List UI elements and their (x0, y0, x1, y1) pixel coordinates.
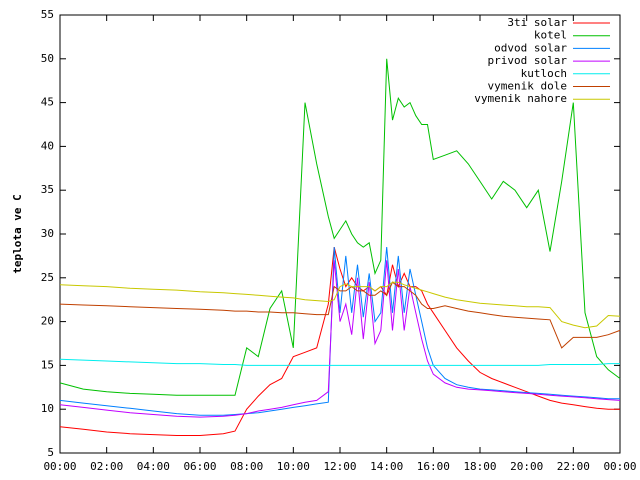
y-tick-label: 5 (47, 446, 54, 459)
y-tick-label: 25 (41, 271, 54, 284)
x-tick-label: 18:00 (463, 460, 496, 473)
legend-label: odvod solar (494, 41, 567, 54)
y-tick-label: 15 (41, 358, 54, 371)
y-tick-label: 55 (41, 8, 54, 21)
legend-label: vymenik nahore (474, 92, 567, 105)
legend-label: 3ti solar (507, 16, 567, 29)
x-tick-label: 22:00 (557, 460, 590, 473)
x-tick-label: 02:00 (90, 460, 123, 473)
x-tick-label: 10:00 (277, 460, 310, 473)
y-tick-label: 10 (41, 402, 54, 415)
series-line (59, 247, 620, 416)
y-tick-label: 35 (41, 183, 54, 196)
series-line (59, 260, 621, 418)
x-tick-label: 08:00 (230, 460, 263, 473)
series-line (59, 281, 621, 329)
series-line (59, 58, 621, 396)
y-tick-label: 40 (41, 139, 54, 152)
legend-label: kutloch (521, 67, 567, 80)
y-tick-label: 45 (41, 96, 54, 109)
x-tick-label: 14:00 (370, 460, 403, 473)
x-tick-label: 06:00 (183, 460, 216, 473)
y-axis-label: teplota ve C (11, 194, 24, 273)
x-tick-label: 04:00 (137, 460, 170, 473)
y-tick-label: 20 (41, 315, 54, 328)
x-tick-label: 12:00 (323, 460, 356, 473)
legend-label: kotel (534, 29, 567, 42)
series-line (59, 358, 620, 366)
series-line (59, 246, 620, 436)
x-tick-label: 16:00 (417, 460, 450, 473)
x-tick-label: 00:00 (603, 460, 636, 473)
legend-label: privod solar (488, 54, 568, 67)
x-tick-label: 00:00 (43, 460, 76, 473)
y-tick-label: 30 (41, 227, 54, 240)
series-line (59, 281, 621, 349)
y-tick-label: 50 (41, 52, 54, 65)
legend-label: vymenik dole (488, 80, 567, 93)
x-tick-label: 20:00 (510, 460, 543, 473)
